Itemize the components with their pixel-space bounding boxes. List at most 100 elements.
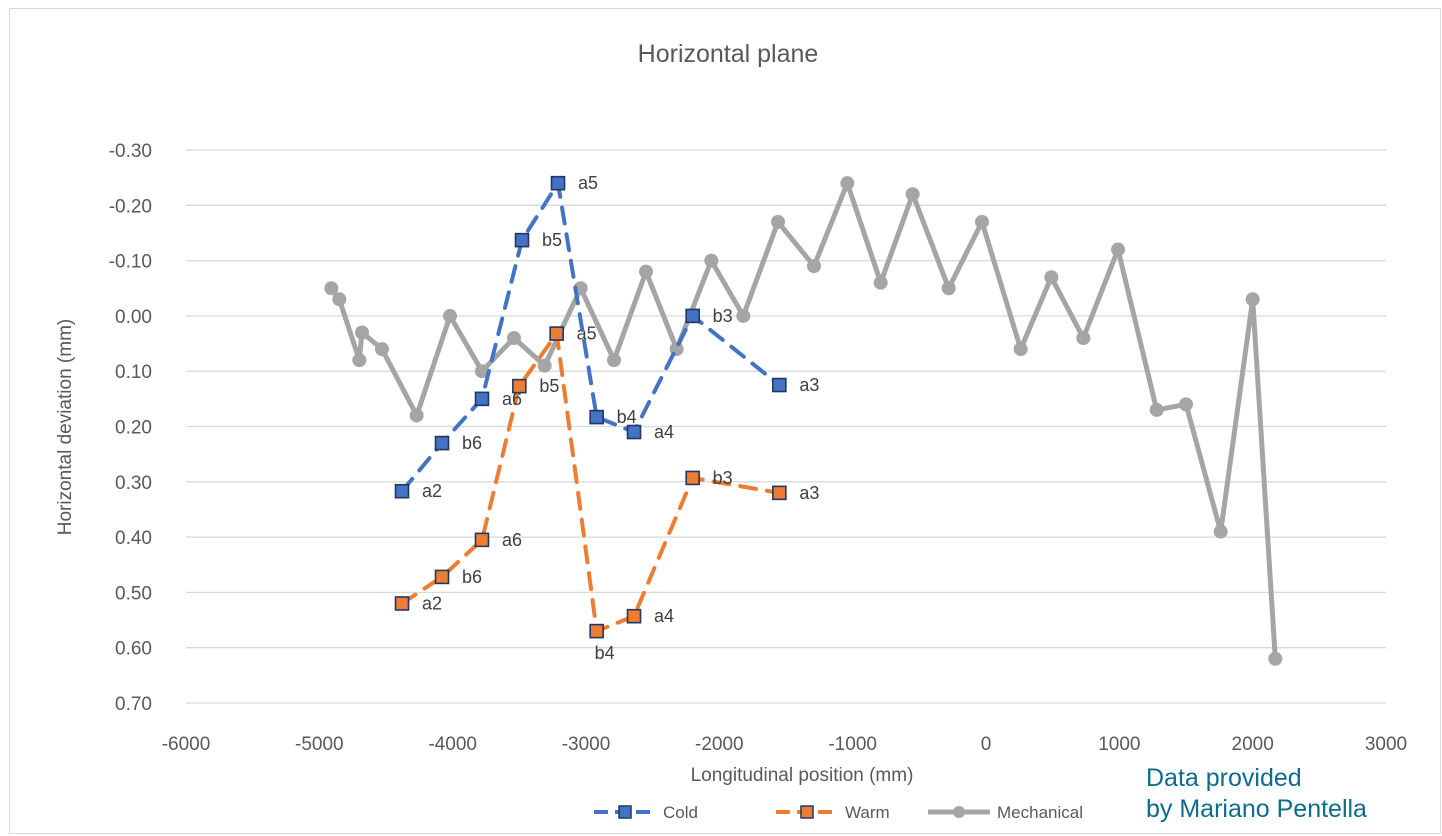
y-tick-label: 0.50 bbox=[115, 583, 152, 604]
data-label-warm: a4 bbox=[654, 606, 674, 626]
data-point-mechanical bbox=[905, 187, 920, 202]
y-tick-label: 0.30 bbox=[115, 473, 152, 494]
data-point-mechanical bbox=[352, 353, 367, 368]
series-cold: a2 b6 a6 b5 a5 b4 a4 b3 a3 bbox=[394, 173, 819, 501]
data-point-cold bbox=[394, 483, 410, 499]
data-label-cold: b4 bbox=[617, 407, 637, 427]
data-credit: Data provided by Mariano Pentella bbox=[1146, 763, 1367, 825]
x-tick-label: -5000 bbox=[295, 734, 344, 755]
legend-item-mechanical: Mechanical bbox=[928, 803, 1083, 822]
credit-line-1: Data provided bbox=[1146, 764, 1302, 792]
data-label-warm: a5 bbox=[577, 324, 597, 344]
data-point-warm bbox=[685, 470, 700, 486]
x-tick-label: -3000 bbox=[562, 734, 611, 755]
data-label-warm: a3 bbox=[799, 483, 819, 503]
data-point-cold bbox=[550, 175, 566, 191]
data-label-warm: b3 bbox=[713, 468, 733, 488]
data-point-mechanical bbox=[1076, 331, 1091, 346]
data-point-mechanical bbox=[1044, 270, 1059, 285]
data-point-mechanical bbox=[840, 176, 855, 191]
y-tick-label: 0.70 bbox=[115, 694, 152, 715]
data-label-cold: a5 bbox=[578, 173, 598, 193]
data-label-cold: b5 bbox=[542, 230, 562, 250]
data-point-mechanical bbox=[1213, 524, 1228, 539]
y-tick-label: -0.20 bbox=[109, 196, 152, 217]
data-point-warm bbox=[626, 608, 642, 624]
data-point-mechanical bbox=[1179, 397, 1193, 412]
data-point-warm bbox=[394, 596, 410, 611]
y-tick-label: -0.10 bbox=[109, 252, 152, 273]
grid-layer bbox=[186, 149, 1386, 704]
legend-swatch-marker bbox=[800, 805, 814, 819]
data-point-mechanical bbox=[704, 253, 719, 268]
chart-frame bbox=[9, 8, 1441, 834]
x-tick-label: 3000 bbox=[1365, 734, 1407, 755]
data-point-mechanical bbox=[873, 275, 888, 290]
data-point-mechanical bbox=[409, 408, 424, 423]
y-tick-label: -0.30 bbox=[109, 141, 152, 162]
data-label-cold: a2 bbox=[422, 481, 442, 501]
y-tick-label: 0.20 bbox=[115, 418, 152, 439]
credit-line-2: by Mariano Pentella bbox=[1146, 795, 1367, 823]
data-point-mechanical bbox=[607, 353, 621, 368]
data-point-mechanical bbox=[1149, 402, 1164, 417]
y-axis-title: Horizontal deviation (mm) bbox=[55, 319, 76, 535]
data-point-cold bbox=[514, 232, 530, 248]
x-axis-title: Longitudinal position (mm) bbox=[691, 765, 914, 786]
series-line-mechanical bbox=[328, 180, 1278, 662]
series-layer: a2 b6 a6 b5 a5 b4 a4 b3 a3 a2 b6 a6 b5 a5 b4 a4 b3 a3 bbox=[324, 173, 1283, 666]
data-point-cold bbox=[474, 391, 490, 407]
data-point-warm bbox=[474, 532, 490, 548]
x-tick-labels: -6000 -5000 -4000 -3000 -2000 -1000 0 1000 2000 3… bbox=[162, 734, 1407, 755]
legend-swatch-marker bbox=[953, 806, 965, 818]
data-label-cold: a3 bbox=[799, 375, 819, 395]
data-point-mechanical bbox=[443, 308, 457, 323]
x-tick-label: -2000 bbox=[695, 734, 744, 755]
x-tick-label: -4000 bbox=[428, 734, 477, 755]
data-label-warm: b4 bbox=[595, 643, 615, 663]
series-mechanical bbox=[324, 176, 1283, 666]
data-point-mechanical bbox=[507, 331, 521, 346]
data-point-warm bbox=[772, 485, 787, 501]
legend-swatch-marker bbox=[618, 805, 632, 819]
data-label-warm: a2 bbox=[422, 593, 442, 613]
data-point-warm bbox=[434, 569, 450, 585]
legend-label: Mechanical bbox=[997, 803, 1083, 822]
data-point-mechanical bbox=[1268, 651, 1283, 666]
data-label-cold: b6 bbox=[462, 433, 482, 453]
legend-label: Cold bbox=[663, 803, 698, 822]
data-point-cold bbox=[772, 377, 787, 393]
legend: Cold Warm Mechanical bbox=[594, 803, 1083, 822]
data-point-mechanical bbox=[1013, 342, 1028, 357]
data-point-mechanical bbox=[771, 214, 785, 229]
data-point-mechanical bbox=[975, 214, 989, 229]
data-point-mechanical bbox=[807, 259, 821, 274]
data-label-cold: a4 bbox=[654, 422, 674, 442]
x-tick-label: 2000 bbox=[1232, 734, 1274, 755]
data-point-warm bbox=[589, 623, 604, 639]
series-warm: a2 b6 a6 b5 a5 b4 a4 b3 a3 bbox=[394, 324, 819, 663]
y-tick-labels: -0.30 -0.20 -0.10 0.00 0.10 0.20 0.30 0.40 0.50 0… bbox=[109, 141, 152, 715]
y-tick-label: 0.40 bbox=[115, 528, 152, 549]
data-point-mechanical bbox=[475, 364, 489, 379]
chart-title: Horizontal plane bbox=[638, 40, 819, 68]
y-tick-label: 0.10 bbox=[115, 362, 152, 383]
data-point-warm bbox=[512, 378, 527, 394]
data-point-cold bbox=[589, 409, 604, 425]
data-point-mechanical bbox=[736, 308, 751, 323]
data-point-mechanical bbox=[941, 281, 956, 296]
data-point-mechanical bbox=[375, 342, 389, 357]
data-point-mechanical bbox=[1245, 292, 1260, 307]
y-tick-label: 0.60 bbox=[115, 639, 152, 660]
x-tick-label: -6000 bbox=[162, 734, 211, 755]
data-point-mechanical bbox=[355, 325, 369, 340]
data-label-warm: a6 bbox=[502, 530, 522, 550]
data-label-warm: b5 bbox=[539, 376, 559, 396]
data-point-mechanical bbox=[1111, 242, 1125, 257]
data-label-cold: b3 bbox=[713, 306, 733, 326]
legend-item-warm: Warm bbox=[776, 803, 890, 822]
data-label-warm: b6 bbox=[462, 567, 482, 587]
data-label-cold: a6 bbox=[502, 389, 522, 409]
data-point-warm bbox=[549, 326, 564, 341]
